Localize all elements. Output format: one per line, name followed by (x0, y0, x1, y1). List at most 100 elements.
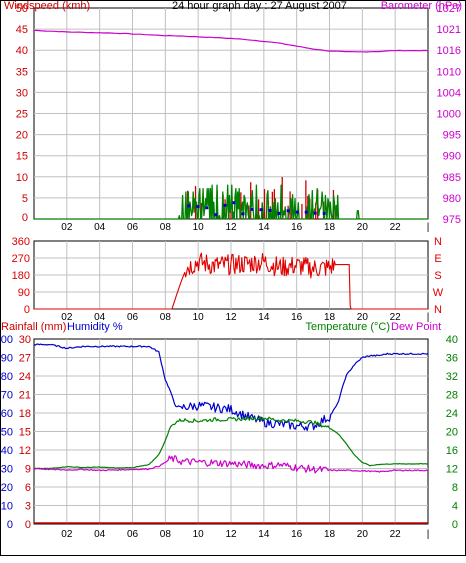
humidity-tick-label: 20 (1, 482, 13, 494)
wind-panel-x-tick-label: | (427, 222, 430, 233)
climate-panel-x-tick-label: 08 (160, 529, 172, 540)
climate-panel-x-tick-label: 16 (291, 529, 303, 540)
compass-tick-label: E (434, 253, 441, 265)
wind-marker (232, 201, 236, 205)
direction-panel-x-tick-label: | (427, 312, 430, 323)
climate-panel-x-tick-label: 20 (357, 529, 369, 540)
wind-marker (214, 213, 218, 217)
rainfall-tick-label: 12 (19, 445, 31, 457)
windspeed-tick-label: 45 (16, 24, 28, 36)
barometer-tick-label: 975 (443, 214, 461, 226)
wind-marker (322, 211, 326, 215)
rainfall-tick-label: 21 (19, 390, 31, 402)
direction-panel-x-tick-label: 12 (225, 312, 237, 323)
humidity-tick-label: 80 (1, 371, 13, 383)
temperature-tick-label: 32 (446, 371, 458, 383)
windspeed-tick-label: 30 (16, 87, 28, 99)
humidity-tick-label: 10 (1, 501, 13, 513)
windspeed-tick-label: 10 (16, 172, 28, 184)
temperature-tick-label: 28 (446, 390, 458, 402)
wind-panel-x-tick-label: 04 (94, 222, 106, 233)
climate-panel-x-tick-label: | (427, 529, 430, 540)
wind-marker (286, 209, 290, 213)
wind-panel-x-tick-label: 06 (127, 222, 139, 233)
wind-marker (277, 211, 281, 215)
wind-panel-x-tick-label: 08 (160, 222, 172, 233)
rainfall-tick-label: 24 (19, 371, 31, 383)
wind-direction-series-line (34, 252, 428, 310)
direction-panel-x-tick-label: 20 (357, 312, 369, 323)
wind-marker (295, 210, 299, 214)
climate-panel-x-tick-label: 22 (390, 529, 402, 540)
direction-panel-x-tick-label: 02 (61, 312, 73, 323)
temperature-tick-label: 12 (446, 464, 458, 476)
barometer-tick-label: 1000 (437, 109, 461, 121)
climate-panel-x-tick-label: 06 (127, 529, 139, 540)
temperature-tick-label: 16 (446, 445, 458, 457)
temperature-tick-label: 8 (452, 482, 458, 494)
barometer-tick-label: 1027 (437, 3, 461, 15)
direction-panel-x-tick-label: 22 (390, 312, 402, 323)
compass-tick-label: W (433, 287, 444, 299)
humidity-series-line (33, 343, 429, 432)
compass-tick-label: S (434, 270, 441, 282)
rainfall-tick-label: 30 (19, 334, 31, 346)
wind-marker (223, 203, 227, 207)
direction-panel-x-tick-label: 08 (160, 312, 172, 323)
windspeed-tick-label: 5 (22, 193, 28, 205)
barometer-tick-label: 985 (443, 172, 461, 184)
windspeed-tick-label: 15 (16, 151, 28, 163)
humidity-tick-label: 100 (0, 334, 13, 346)
rainfall-tick-label: 0 (25, 519, 31, 531)
wind-marker (241, 212, 245, 216)
barometer-series-line (33, 29, 429, 53)
direction-panel-x-tick-label: 04 (94, 312, 106, 323)
humidity-tick-label: 40 (1, 445, 13, 457)
climate-panel-x-tick-label: 04 (94, 529, 106, 540)
windspeed-tick-label: 20 (16, 130, 28, 142)
humidity-tick-label: 30 (1, 464, 13, 476)
direction-panel-x-tick-label: 10 (193, 312, 205, 323)
wind-panel-x-tick-label: 22 (390, 222, 402, 233)
direction-panel-x-tick-label: 14 (258, 312, 270, 323)
direction-tick-label: 0 (24, 304, 30, 316)
barometer-tick-label: 1010 (437, 66, 461, 78)
barometer-axis-title: Barometer (hPa) (381, 0, 462, 12)
windspeed-tick-label: 40 (16, 45, 28, 57)
temperature-tick-label: 20 (446, 427, 458, 439)
temperature-tick-label: 24 (446, 408, 458, 420)
rainfall-tick-label: 27 (19, 353, 31, 365)
wind-average-series-line (34, 184, 428, 220)
temperature-axis-title: Temperature (°C) (306, 321, 390, 333)
dewpoint-series-line (33, 455, 429, 474)
dewpoint-axis-title: Dew Point (391, 321, 441, 333)
wind-marker (304, 210, 308, 214)
wind-marker (268, 208, 272, 212)
wind-marker (205, 206, 209, 210)
climate-panel-x-tick-label: 12 (225, 529, 237, 540)
windspeed-tick-label: 35 (16, 66, 28, 78)
temperature-tick-label: 40 (446, 334, 458, 346)
temperature-tick-label: 36 (446, 353, 458, 365)
wind-panel-x-tick-label: 02 (61, 222, 73, 233)
climate-panel-x-tick-label: 10 (193, 529, 205, 540)
humidity-axis-title: Humidity % (67, 321, 123, 333)
direction-tick-label: 270 (12, 253, 30, 265)
temperature-series-line (33, 416, 429, 470)
direction-panel-x-tick-label: 18 (324, 312, 336, 323)
wind-panel-x-tick-label: 10 (193, 222, 205, 233)
direction-tick-label: 360 (12, 236, 30, 248)
direction-tick-label: 180 (12, 270, 30, 282)
climate-panel-x-tick-label: 14 (258, 529, 270, 540)
wind-panel-x-tick-label: 14 (258, 222, 270, 233)
barometer-tick-label: 1021 (437, 24, 461, 36)
windspeed-tick-label: 25 (16, 109, 28, 121)
wind-marker (313, 211, 317, 215)
windspeed-axis-title: Windspeed (kmh) (4, 0, 90, 12)
wind-panel-x-tick-label: 18 (324, 222, 336, 233)
temperature-tick-label: 4 (452, 501, 458, 513)
temperature-tick-label: 0 (452, 519, 458, 531)
chart-title: 24 hour graph day : 27 August 2007 (172, 0, 347, 12)
